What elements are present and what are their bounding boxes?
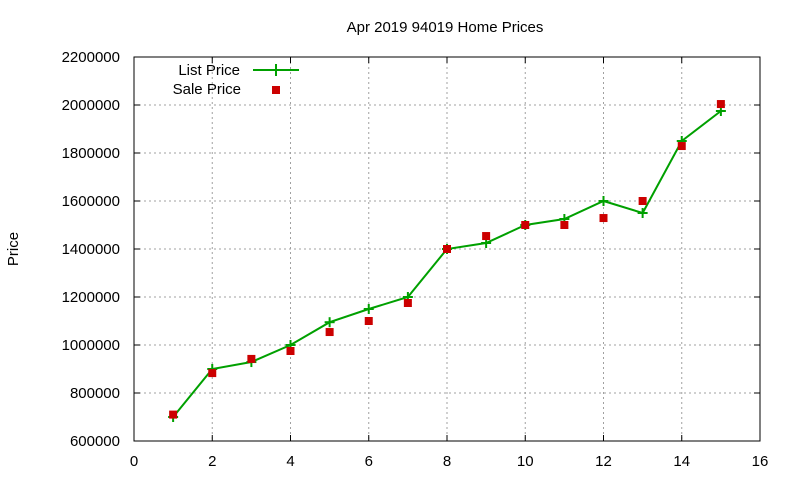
- x-tick-label: 0: [130, 453, 138, 470]
- sale-price-square-marker-icon: [482, 232, 491, 241]
- y-tick-label: 600000: [70, 433, 120, 450]
- sale-price-square-marker-icon: [169, 410, 178, 419]
- sale-price-square-marker-icon: [208, 369, 217, 378]
- list-price-plus-marker-icon: [637, 208, 648, 218]
- y-tick-label: 1800000: [62, 145, 120, 162]
- legend-square-marker-icon: [272, 86, 280, 94]
- sale-price-square-marker-icon: [521, 221, 530, 229]
- x-tick-label: 12: [595, 453, 612, 470]
- list-price-plus-marker-icon: [324, 317, 335, 328]
- legend-label-sale-price: Sale Price: [173, 81, 241, 98]
- y-tick-label: 1200000: [62, 289, 120, 306]
- x-tick-label: 8: [443, 453, 451, 470]
- x-tick-label: 4: [286, 453, 294, 470]
- y-tick-label: 1000000: [62, 337, 120, 354]
- y-tick-label: 1600000: [62, 193, 120, 210]
- sale-price-square-marker-icon: [443, 245, 451, 253]
- plot-frame: [133, 56, 761, 442]
- legend: List Price Sale Price: [173, 62, 299, 98]
- x-tick-label: 16: [752, 453, 769, 470]
- sale-price-square-marker-icon: [716, 100, 725, 109]
- x-tick-label: 14: [673, 453, 690, 470]
- sale-price-square-marker-icon: [638, 197, 647, 205]
- sale-price-square-marker-icon: [677, 142, 686, 151]
- sale-price-square-marker-icon: [599, 214, 608, 223]
- sale-price-square-marker-icon: [325, 328, 334, 337]
- chart-title: Apr 2019 94019 Home Prices: [347, 19, 544, 36]
- y-tick-label: 2000000: [62, 97, 120, 114]
- sale-price-square-marker-icon: [247, 354, 256, 363]
- y-tick-label: 1400000: [62, 241, 120, 258]
- y-tick-label: 2200000: [62, 49, 120, 66]
- sale-price-square-marker-icon: [560, 221, 569, 229]
- x-tick-labels: 0 2 4 6 8 10 12 14 16: [130, 453, 769, 470]
- legend-plus-marker-icon: [270, 64, 282, 76]
- y-axis-label: Price: [5, 232, 22, 266]
- x-tick-label: 2: [208, 453, 216, 470]
- sale-price-square-marker-icon: [364, 317, 373, 325]
- list-price-plus-marker-icon: [598, 196, 609, 206]
- series-sale-price: [169, 100, 725, 419]
- legend-label-list-price: List Price: [178, 62, 240, 79]
- sale-price-square-marker-icon: [286, 347, 295, 355]
- y-tick-label: 800000: [70, 385, 120, 402]
- sale-price-square-marker-icon: [403, 299, 412, 307]
- x-tick-label: 10: [517, 453, 534, 470]
- y-tick-labels: 600000 800000 1000000 1200000 1400000 1600000…: [62, 49, 120, 450]
- list-price-plus-marker-icon: [363, 304, 374, 314]
- x-tick-label: 6: [365, 453, 373, 470]
